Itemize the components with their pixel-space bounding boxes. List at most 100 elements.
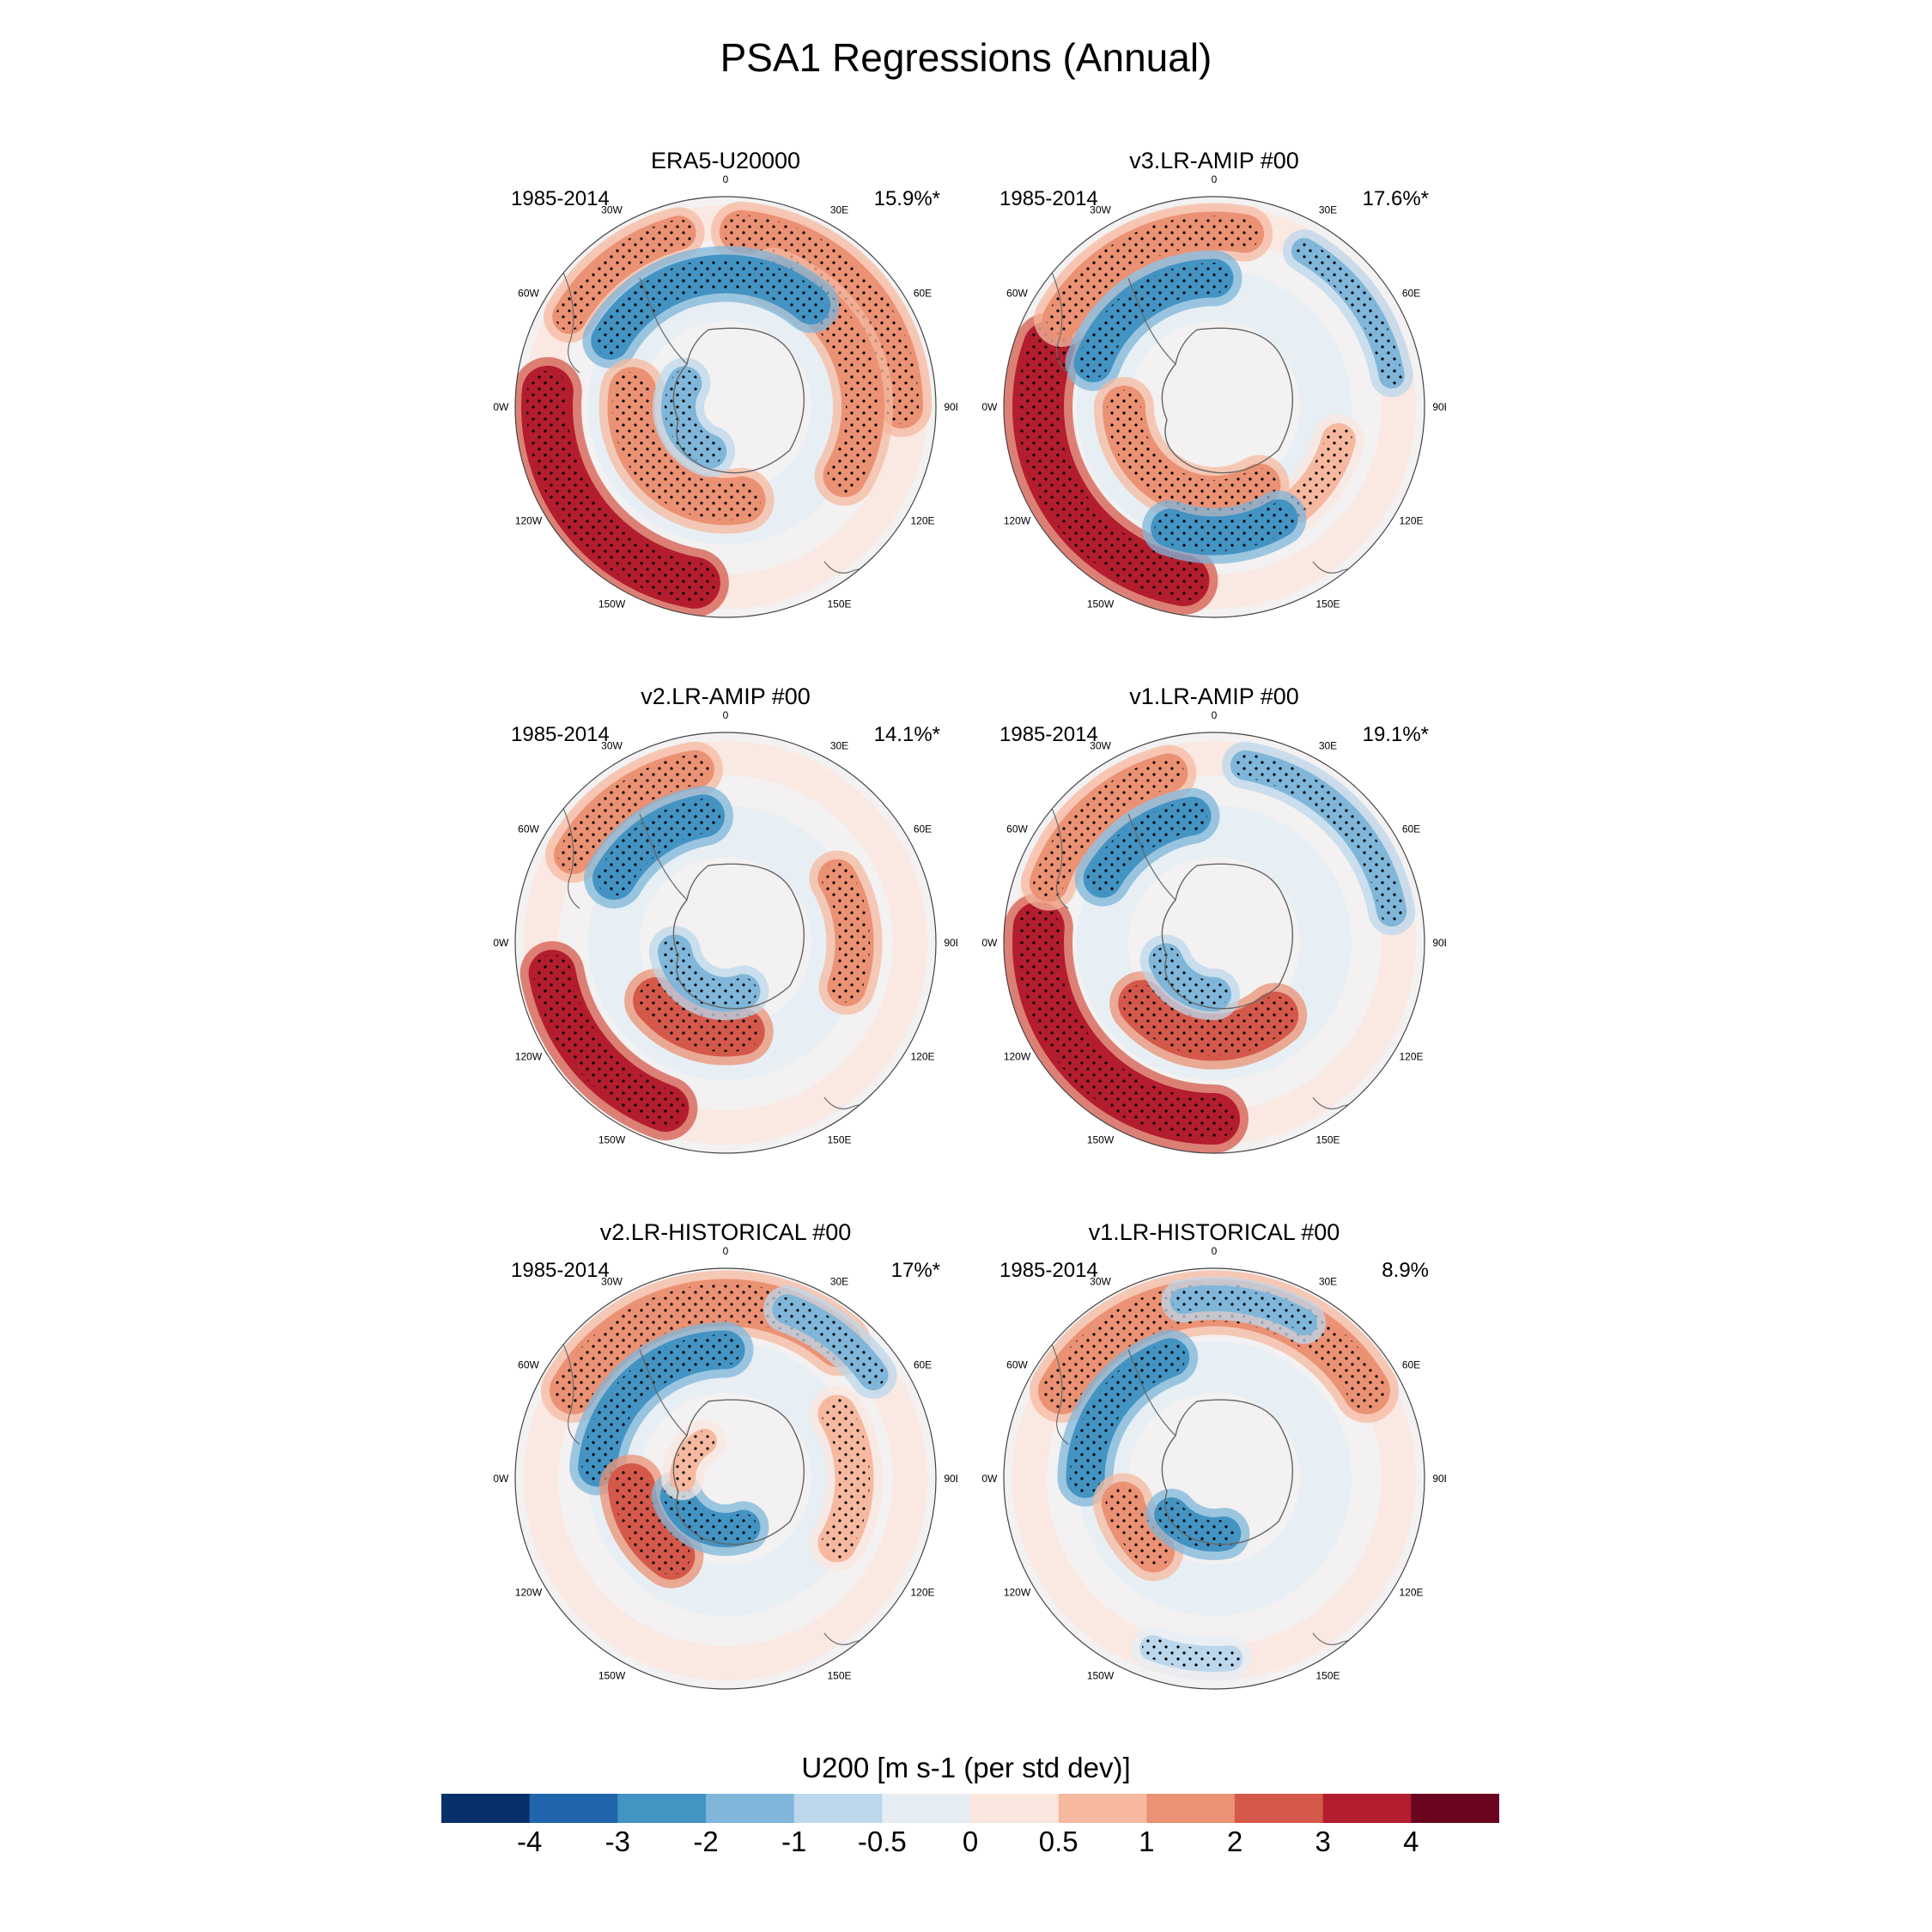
south-america-coastline: [1046, 260, 1069, 374]
significance-stipple: [821, 1399, 870, 1558]
longitude-label: 60W: [518, 288, 539, 300]
longitude-label: 120W: [515, 1587, 543, 1599]
colorbar-tick-label: 2: [1226, 1826, 1243, 1857]
longitude-label: 0: [723, 711, 729, 721]
longitude-label: 150E: [1315, 1670, 1340, 1682]
antarctica-coastline: [1161, 1399, 1294, 1546]
peninsula-coastline: [639, 277, 688, 365]
longitude-label: 30W: [601, 1276, 623, 1288]
significance-stipple: [723, 214, 919, 424]
longitude-label: 30E: [1319, 1276, 1337, 1288]
longitude-label: 30E: [1319, 204, 1337, 216]
map-border: [1003, 732, 1425, 1154]
panel-variance: 14.1%*: [873, 723, 940, 746]
significance-stipple: [594, 258, 827, 356]
panel-era5: ERA5-U20000 1985-2014 15.9%* 0 30E 60E 90E 1…: [494, 148, 957, 629]
panel-v3-lr-amip: v3.LR-AMIP #00 1985-2014 17.6%* 0 30E 60E 9…: [982, 148, 1446, 629]
panel-variance: 17.6%*: [1362, 187, 1429, 210]
longitude-label: 60E: [1402, 288, 1420, 300]
longitude-label: 120E: [1399, 1587, 1423, 1599]
longitude-label: 90E: [1432, 937, 1446, 949]
longitude-label: 30W: [1090, 740, 1111, 752]
longitude-label: 150E: [827, 1670, 851, 1682]
colorbar-tick-label: 0: [962, 1826, 979, 1857]
antarctica-coastline: [672, 327, 805, 474]
antarctica-coastline: [1161, 863, 1294, 1010]
colorbar-swatch: [617, 1794, 707, 1823]
panel-v2-lr-amip: v2.LR-AMIP #00 1985-2014 14.1%* 0 30E 60E 9…: [494, 683, 957, 1164]
significance-stipple: [1107, 390, 1277, 514]
polar-map: 030E60E90E120E150E180150W120W90W60W30W: [494, 1247, 957, 1690]
contour-field: [1004, 197, 1425, 617]
colorbar-swatch: [1146, 1794, 1236, 1823]
longitude-label: 30E: [830, 740, 848, 752]
longitude-label: 120E: [910, 1587, 934, 1599]
map-border: [514, 196, 937, 618]
colorbar-tick-label: -1: [781, 1826, 807, 1857]
significance-stipple: [533, 954, 684, 1127]
colorbar-tick-label: 3: [1315, 1826, 1331, 1857]
colorbar-swatch: [1235, 1794, 1324, 1823]
longitude-label: 150W: [1087, 1670, 1115, 1682]
colorbar-tick-label: -4: [516, 1826, 543, 1857]
panel-title: v1.LR-HISTORICAL #00: [1088, 1219, 1340, 1245]
figure-title: PSA1 Regressions (Annual): [720, 35, 1212, 80]
panel-title: v3.LR-AMIP #00: [1129, 148, 1299, 173]
longitude-label: 30W: [1090, 1276, 1111, 1288]
colorbar-tick-label: 4: [1403, 1826, 1419, 1857]
longitude-label: 60E: [914, 1359, 932, 1371]
peninsula-coastline: [1127, 813, 1176, 901]
colorbar-title: U200 [m s-1 (per std dev)]: [801, 1752, 1131, 1783]
longitude-label: 30E: [830, 204, 848, 216]
significance-stipple: [663, 1482, 757, 1544]
significance-stipple: [612, 1467, 690, 1576]
polar-map: 030E60E90E120E150E180150W120W90W60W30W: [982, 711, 1446, 1154]
contour-field: [515, 197, 936, 617]
map-border: [514, 732, 937, 1154]
longitude-label: 150W: [1087, 598, 1115, 611]
longitude-label: 120W: [1004, 1587, 1031, 1599]
colorbar-swatch: [1411, 1794, 1499, 1823]
longitude-label: 60E: [1402, 1359, 1420, 1371]
longitude-label: 150W: [598, 1670, 626, 1682]
significance-stipple: [672, 1431, 714, 1489]
significance-stipple: [1122, 984, 1294, 1057]
significance-stipple: [556, 219, 693, 331]
panel-period: 1985-2014: [999, 1259, 1098, 1282]
longitude-label: 60E: [914, 288, 932, 300]
significance-stipple: [1018, 325, 1205, 601]
longitude-label: 120W: [515, 1051, 543, 1063]
south-america-coastline: [1046, 1332, 1069, 1445]
colorbar-tick-label: -0.5: [857, 1826, 907, 1857]
colorbar: [441, 1794, 1499, 1823]
panel-variance: 8.9%: [1382, 1259, 1429, 1282]
colorbar-swatch: [1058, 1794, 1147, 1823]
longitude-label: 60E: [914, 823, 932, 835]
significance-stipple: [1151, 946, 1228, 1008]
longitude-label: 30W: [601, 740, 623, 752]
antarctica-coastline: [672, 1399, 805, 1546]
longitude-label: 0: [1212, 1247, 1218, 1257]
longitude-label: 90E: [944, 401, 957, 413]
significance-stipple: [1172, 1288, 1315, 1334]
longitude-label: 30E: [830, 1276, 848, 1288]
south-america-coastline: [557, 796, 580, 909]
significance-stipple: [1087, 800, 1207, 894]
panel-v2-lr-historical: v2.LR-HISTORICAL #00 1985-2014 17%* 0 30E…: [494, 1219, 957, 1700]
panel-title: v2.LR-AMIP #00: [641, 683, 811, 709]
significance-stipple: [612, 371, 762, 520]
polar-map: 030E60E90E120E150E180150W120W90W60W30W: [982, 1247, 1446, 1690]
south-america-coastline: [557, 260, 580, 374]
colorbar-swatch: [970, 1794, 1060, 1823]
south-america-coastline: [1046, 796, 1069, 909]
significance-stipple: [581, 1334, 741, 1483]
longitude-label: 60E: [1402, 823, 1420, 835]
longitude-label: 0: [1212, 175, 1218, 185]
colorbar-swatch: [529, 1794, 618, 1823]
longitude-label: 30W: [601, 204, 623, 216]
colorbar-tick-label: 0.5: [1038, 1826, 1078, 1857]
longitude-label: 90W: [982, 401, 998, 413]
significance-stipple: [1018, 907, 1235, 1139]
panel-v1-lr-amip: v1.LR-AMIP #00 1985-2014 19.1%* 0 30E 60E 9…: [982, 683, 1446, 1164]
significance-stipple: [1046, 215, 1261, 335]
